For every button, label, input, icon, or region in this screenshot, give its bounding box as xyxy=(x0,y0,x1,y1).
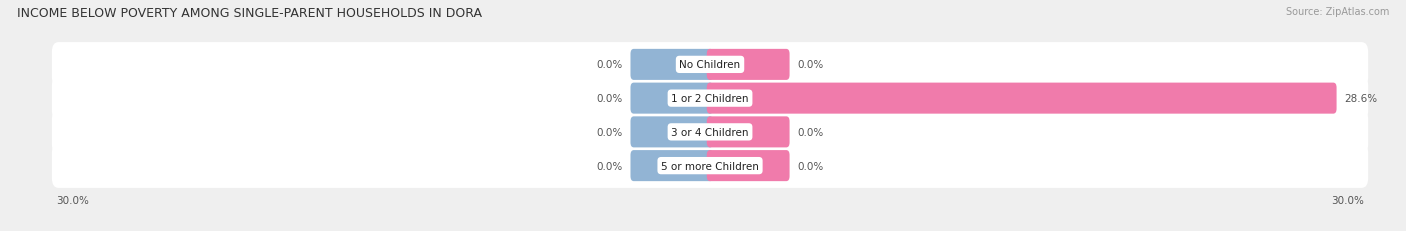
FancyBboxPatch shape xyxy=(630,83,713,114)
Text: INCOME BELOW POVERTY AMONG SINGLE-PARENT HOUSEHOLDS IN DORA: INCOME BELOW POVERTY AMONG SINGLE-PARENT… xyxy=(17,7,482,20)
FancyBboxPatch shape xyxy=(52,76,1368,121)
FancyBboxPatch shape xyxy=(707,50,790,81)
Text: 0.0%: 0.0% xyxy=(797,161,824,171)
Text: 0.0%: 0.0% xyxy=(797,60,824,70)
FancyBboxPatch shape xyxy=(707,117,790,148)
Text: 30.0%: 30.0% xyxy=(56,195,89,205)
Text: 0.0%: 0.0% xyxy=(596,60,623,70)
Text: Source: ZipAtlas.com: Source: ZipAtlas.com xyxy=(1285,7,1389,17)
FancyBboxPatch shape xyxy=(630,150,713,181)
FancyBboxPatch shape xyxy=(52,144,1368,188)
FancyBboxPatch shape xyxy=(630,50,713,81)
FancyBboxPatch shape xyxy=(52,110,1368,155)
Text: 0.0%: 0.0% xyxy=(596,94,623,104)
Text: 3 or 4 Children: 3 or 4 Children xyxy=(671,127,749,137)
Text: 28.6%: 28.6% xyxy=(1344,94,1378,104)
FancyBboxPatch shape xyxy=(707,83,1337,114)
Text: 0.0%: 0.0% xyxy=(797,127,824,137)
Text: 30.0%: 30.0% xyxy=(1331,195,1364,205)
Text: 1 or 2 Children: 1 or 2 Children xyxy=(671,94,749,104)
Text: 0.0%: 0.0% xyxy=(596,161,623,171)
FancyBboxPatch shape xyxy=(630,117,713,148)
Text: No Children: No Children xyxy=(679,60,741,70)
FancyBboxPatch shape xyxy=(52,43,1368,87)
FancyBboxPatch shape xyxy=(707,150,790,181)
Text: 0.0%: 0.0% xyxy=(596,127,623,137)
Text: 5 or more Children: 5 or more Children xyxy=(661,161,759,171)
